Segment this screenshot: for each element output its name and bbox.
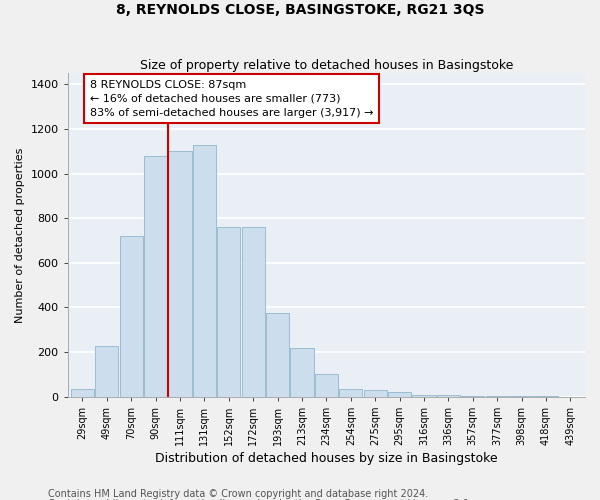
Bar [290,348,314,397]
Bar [119,236,143,396]
Bar [315,374,338,396]
Bar [339,388,362,396]
Bar [388,392,411,396]
Bar [193,144,216,396]
Text: Contains public sector information licensed under the Open Government Licence v3: Contains public sector information licen… [48,499,472,500]
Bar [95,346,118,397]
Text: 8 REYNOLDS CLOSE: 87sqm
← 16% of detached houses are smaller (773)
83% of semi-d: 8 REYNOLDS CLOSE: 87sqm ← 16% of detache… [89,80,373,118]
Text: Contains HM Land Registry data © Crown copyright and database right 2024.: Contains HM Land Registry data © Crown c… [48,489,428,499]
Bar [266,313,289,396]
Bar [412,394,436,396]
Bar [217,227,241,396]
Bar [144,156,167,396]
Bar [364,390,387,396]
Bar [169,151,191,396]
X-axis label: Distribution of detached houses by size in Basingstoke: Distribution of detached houses by size … [155,452,497,465]
Bar [71,388,94,396]
Y-axis label: Number of detached properties: Number of detached properties [15,147,25,322]
Title: Size of property relative to detached houses in Basingstoke: Size of property relative to detached ho… [140,59,513,72]
Text: 8, REYNOLDS CLOSE, BASINGSTOKE, RG21 3QS: 8, REYNOLDS CLOSE, BASINGSTOKE, RG21 3QS [116,2,484,16]
Bar [242,227,265,396]
Bar [437,394,460,396]
